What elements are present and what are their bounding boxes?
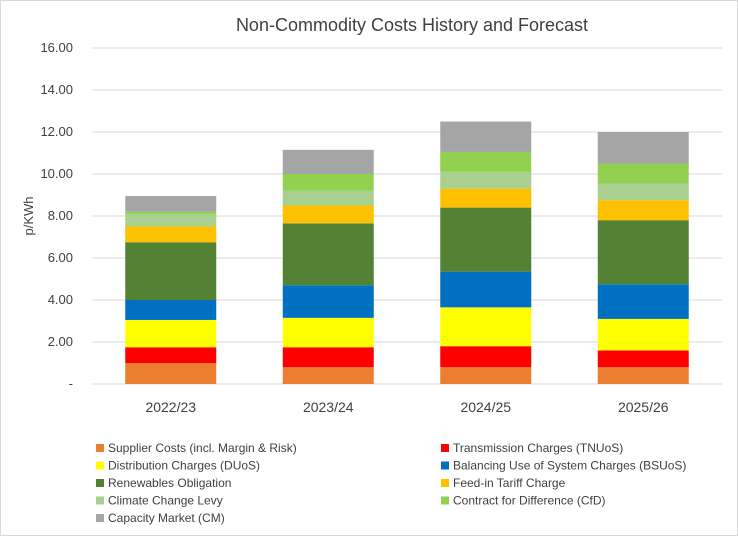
bar-segment xyxy=(282,223,374,286)
bar-segment xyxy=(282,317,374,348)
legend-label: Capacity Market (CM) xyxy=(108,511,225,525)
y-tick-label: 12.00 xyxy=(40,124,73,139)
bar-segment xyxy=(282,347,374,368)
bar-segment xyxy=(440,307,532,347)
chart-title: Non-Commodity Costs History and Forecast xyxy=(236,15,588,35)
bar-segment xyxy=(125,213,217,227)
bar-segment xyxy=(597,163,689,184)
bar-segment xyxy=(597,318,689,351)
bar-segment xyxy=(282,190,374,206)
legend-label: Transmission Charges (TNUoS) xyxy=(453,441,623,455)
bar-segment xyxy=(440,188,532,208)
y-tick-label: 4.00 xyxy=(48,292,73,307)
bar-segment xyxy=(440,207,532,272)
bar-segment xyxy=(597,200,689,221)
legend-item: Contract for Difference (CfD) xyxy=(441,494,606,508)
legend-swatch xyxy=(96,479,104,487)
bar-segment xyxy=(125,196,217,212)
x-tick-label: 2023/24 xyxy=(303,399,354,415)
x-tick-label: 2025/26 xyxy=(618,399,669,415)
bar-segment xyxy=(440,271,532,308)
x-tick-label: 2024/25 xyxy=(460,399,511,415)
bar-segment xyxy=(440,346,532,368)
y-tick-label: 10.00 xyxy=(40,166,73,181)
legend-label: Climate Change Levy xyxy=(108,494,223,508)
bar-segment xyxy=(125,211,217,214)
bar-segment xyxy=(125,300,217,320)
legend-item: Distribution Charges (DUoS) xyxy=(96,459,260,473)
legend-item: Supplier Costs (incl. Margin & Risk) xyxy=(96,441,297,455)
legend-label: Balancing Use of System Charges (BSUoS) xyxy=(453,459,686,473)
bar-segment xyxy=(125,242,217,300)
legend-swatch xyxy=(96,496,104,505)
y-tick-label: 6.00 xyxy=(48,250,73,265)
bar-segment xyxy=(282,174,374,191)
bar-segment xyxy=(125,363,217,384)
y-tick-label: 8.00 xyxy=(48,208,73,223)
legend-swatch xyxy=(96,444,104,452)
bar-segment xyxy=(597,183,689,201)
bar-segment xyxy=(125,319,217,348)
bar-segment xyxy=(440,121,532,152)
legend-item: Renewables Obligation xyxy=(96,476,231,490)
y-tick-label: 2.00 xyxy=(48,334,73,349)
legend-item: Capacity Market (CM) xyxy=(96,511,225,525)
bar-segment xyxy=(282,149,374,174)
bar-segment xyxy=(597,284,689,319)
legend-label: Supplier Costs (incl. Margin & Risk) xyxy=(108,441,297,455)
bar-segment xyxy=(597,132,689,164)
legend-swatch xyxy=(441,461,449,470)
legend-swatch xyxy=(441,496,449,505)
bar-segment xyxy=(125,226,217,243)
bar-segment xyxy=(597,220,689,285)
legend-swatch xyxy=(441,444,449,452)
legend-label: Renewables Obligation xyxy=(108,476,231,490)
y-tick-label: 14.00 xyxy=(40,82,73,97)
x-tick-label: 2022/23 xyxy=(145,399,196,415)
legend-label: Contract for Difference (CfD) xyxy=(453,494,606,508)
legend-label: Distribution Charges (DUoS) xyxy=(108,459,260,473)
legend-item: Transmission Charges (TNUoS) xyxy=(441,441,623,455)
y-tick-label: 16.00 xyxy=(40,40,73,55)
legend-label: Feed-in Tariff Charge xyxy=(453,476,566,490)
legend-swatch xyxy=(441,479,449,487)
legend-item: Climate Change Levy xyxy=(96,494,223,508)
bar-segment xyxy=(125,347,217,363)
bar-segment xyxy=(597,367,689,384)
legend-swatch xyxy=(96,514,104,522)
legend-item: Balancing Use of System Charges (BSUoS) xyxy=(441,459,686,473)
bar-segment xyxy=(282,205,374,224)
bar-segment xyxy=(440,171,532,189)
bar-segment xyxy=(597,350,689,368)
bar-segment xyxy=(282,367,374,384)
legend-item: Feed-in Tariff Charge xyxy=(441,476,566,490)
y-tick-label: - xyxy=(69,376,73,391)
bar-segment xyxy=(440,151,532,172)
bar-segment xyxy=(282,285,374,318)
bar-segment xyxy=(440,367,532,384)
y-axis-label: p/KWh xyxy=(21,196,36,235)
legend-swatch xyxy=(96,461,104,470)
